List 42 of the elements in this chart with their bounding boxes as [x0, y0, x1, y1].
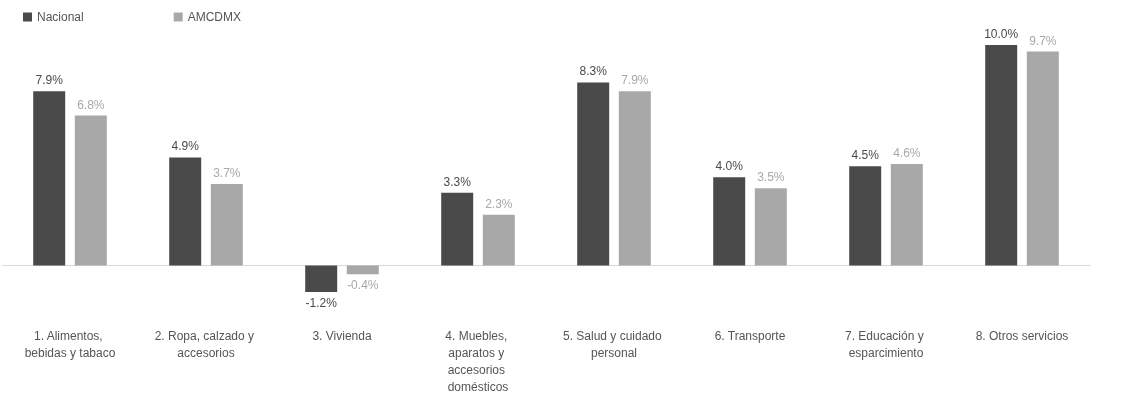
x-tick-label: 3. Vivienda: [312, 328, 372, 343]
x-tick-label: 7. Educación y esparcimiento: [844, 328, 928, 360]
x-tick-label: 4. Muebles, aparatos y accesorios domésticos: [445, 328, 511, 394]
bar: [1026, 51, 1059, 266]
bar: [577, 82, 610, 266]
x-tick-label: 5. Salud y cuidado personal: [562, 328, 666, 360]
data-label: 7.9%: [621, 73, 649, 88]
bar: [482, 214, 515, 266]
x-tick-label: 1. Alimentos, bebidas y tabaco: [24, 328, 116, 360]
data-label: 6.8%: [77, 97, 105, 112]
bar: [74, 115, 107, 266]
data-label: 2.3%: [485, 196, 513, 211]
bar: [210, 183, 243, 266]
bar: [849, 166, 882, 266]
data-label: 4.9%: [171, 139, 200, 154]
bar: [169, 157, 202, 266]
data-label: 7.9%: [35, 73, 64, 88]
data-label: 4.5%: [851, 148, 880, 163]
legend-label: Nacional: [37, 10, 84, 24]
bar: [618, 91, 651, 266]
bar: [713, 177, 746, 266]
data-label: 4.0%: [715, 159, 744, 174]
x-tick-label: 6. Transporte: [714, 328, 786, 343]
bar: [890, 164, 923, 266]
data-label: -0.4%: [347, 278, 379, 293]
data-label: 10.0%: [984, 27, 1019, 41]
data-label: 3.3%: [443, 174, 472, 189]
data-label: 3.5%: [757, 170, 785, 185]
data-label: 8.3%: [579, 64, 608, 79]
legend-label: AMCDMX: [187, 10, 242, 24]
data-label: 9.7%: [1029, 33, 1057, 48]
bar: [33, 91, 66, 266]
bar: [754, 188, 787, 266]
data-label: 3.7%: [213, 165, 241, 180]
bar: [441, 192, 474, 266]
bar: [346, 265, 379, 275]
data-label: -1.2%: [305, 296, 338, 310]
bar: [985, 45, 1018, 266]
data-label: 4.6%: [893, 146, 921, 161]
bar: [305, 265, 338, 292]
x-tick-label: 2. Ropa, calzado y accesorios: [154, 328, 258, 360]
x-tick-label: 8. Otros servicios: [975, 328, 1069, 343]
